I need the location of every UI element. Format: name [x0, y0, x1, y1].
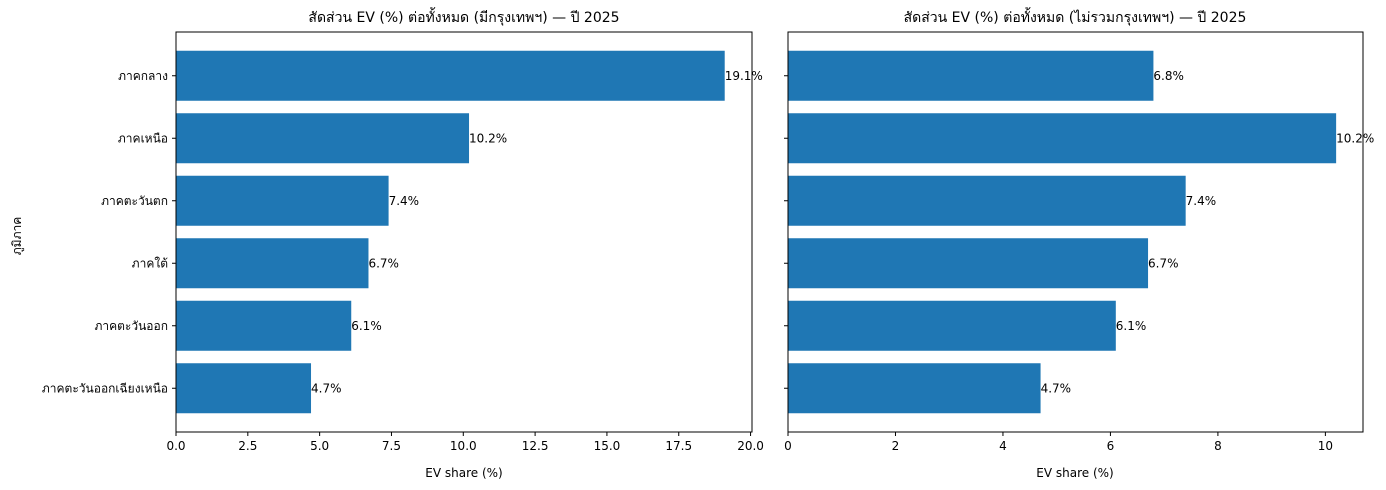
y-tick-label: ภาคกลาง — [118, 69, 168, 83]
x-tick-label: 2.5 — [238, 439, 257, 453]
y-tick-label: ภาคตะวันตก — [101, 194, 168, 208]
y-axis-label: ภูมิภาค — [10, 217, 25, 256]
x-tick-group: 0.0 2.5 5.0 7.5 10.0 12.5 15.0 17.5 20.0 — [166, 432, 764, 453]
x-axis-label: EV share (%) — [1036, 466, 1113, 480]
x-tick-label: 4 — [999, 439, 1007, 453]
y-tick-label: ภาคตะวันออก — [94, 319, 168, 333]
plot-frame — [787, 31, 1364, 433]
y-tick-label: ภาคใต้ — [132, 256, 168, 270]
bar — [788, 175, 1186, 226]
data-label: 4.7% — [1041, 381, 1072, 395]
x-tick-label: 0.0 — [166, 439, 185, 453]
x-tick-label: 20.0 — [737, 439, 764, 453]
y-tick-group: ภาคกลางภาคเหนือภาคตะวันตกภาคใต้ภาคตะวันอ… — [42, 69, 176, 395]
x-tick-label: 15.0 — [594, 439, 621, 453]
bar — [176, 50, 725, 101]
data-label: 6.7% — [1148, 256, 1179, 270]
data-label: 19.1% — [725, 69, 763, 83]
data-label: 7.4% — [1186, 194, 1217, 208]
x-tick-label: 8 — [1214, 439, 1222, 453]
x-tick-label: 6 — [1107, 439, 1115, 453]
data-label: 7.4% — [389, 194, 420, 208]
bar — [788, 363, 1041, 414]
y-tick-label: ภาคเหนือ — [118, 131, 168, 145]
y-tick-label: ภาคตะวันออกเฉียงเหนือ — [42, 381, 168, 395]
x-tick-label: 10 — [1318, 439, 1333, 453]
x-tick-label: 0 — [784, 439, 792, 453]
data-label: 6.7% — [368, 256, 399, 270]
chart-panel-with-bangkok: สัดส่วน EV (%) ต่อทั้งหมด (มีกรุงเทพฯ) —… — [10, 7, 764, 480]
chart-panel-without-bangkok: สัดส่วน EV (%) ต่อทั้งหมด (ไม่รวมกรุงเทพ… — [784, 7, 1374, 480]
data-label: 6.1% — [351, 319, 382, 333]
x-axis-label: EV share (%) — [425, 466, 502, 480]
chart-title: สัดส่วน EV (%) ต่อทั้งหมด (มีกรุงเทพฯ) —… — [308, 7, 619, 26]
y-tick-group — [784, 75, 788, 389]
x-tick-label: 5.0 — [310, 439, 329, 453]
bar — [176, 363, 312, 414]
bar-group — [176, 50, 725, 414]
plot-frame — [175, 31, 753, 433]
data-label-group: 6.8% 10.2% 7.4% 6.7% 6.1% 4.7% — [1041, 69, 1375, 396]
data-label: 6.1% — [1116, 319, 1147, 333]
bar — [788, 50, 1154, 101]
data-label-group: 19.1% 10.2% 7.4% 6.7% 6.1% 4.7% — [311, 69, 763, 396]
bar — [176, 300, 352, 351]
data-label: 4.7% — [311, 381, 342, 395]
x-tick-label: 10.0 — [450, 439, 477, 453]
data-label: 10.2% — [469, 131, 507, 145]
chart-title: สัดส่วน EV (%) ต่อทั้งหมด (ไม่รวมกรุงเทพ… — [904, 7, 1247, 26]
bar — [788, 113, 1337, 164]
x-tick-label: 7.5 — [382, 439, 401, 453]
bar-group — [788, 50, 1337, 414]
data-label: 10.2% — [1336, 131, 1374, 145]
x-tick-group: 0 2 4 6 8 10 — [784, 432, 1333, 453]
data-label: 6.8% — [1153, 69, 1184, 83]
x-tick-label: 17.5 — [665, 439, 692, 453]
bar — [788, 300, 1116, 351]
bar — [176, 175, 389, 226]
bar — [176, 238, 369, 289]
bar — [176, 113, 470, 164]
bar — [788, 238, 1149, 289]
x-tick-label: 2 — [892, 439, 900, 453]
x-tick-label: 12.5 — [522, 439, 549, 453]
